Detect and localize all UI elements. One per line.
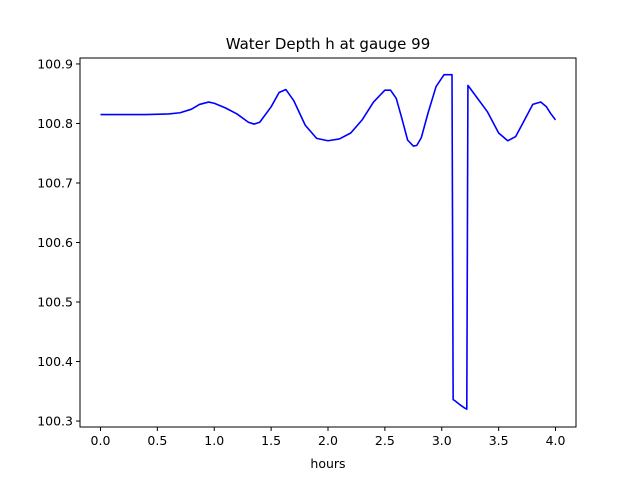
y-tick-label: 100.3: [37, 414, 73, 429]
x-tick-label: 0.0: [91, 433, 111, 448]
plot-frame: [79, 57, 577, 428]
y-tick-label: 100.7: [37, 175, 73, 190]
y-axis: 100.3 100.4 100.5 100.6 100.7 100.8 100.9: [37, 56, 80, 429]
series-line-0: [100, 73, 557, 410]
y-tick-label: 100.6: [37, 235, 73, 250]
y-tick-label: 100.5: [37, 295, 73, 310]
x-tick-label: 4.0: [546, 433, 566, 448]
x-tick-label: 3.0: [432, 433, 452, 448]
x-tick-label: 0.5: [147, 433, 167, 448]
x-tick-label: 1.5: [261, 433, 281, 448]
x-tick-label: 1.0: [204, 433, 224, 448]
x-tick-label: 2.0: [318, 433, 338, 448]
x-tick-label: 2.5: [375, 433, 395, 448]
x-axis: 0.0 0.5 1.0 1.5 2.0 2.5 3.0 3.5 4.0: [91, 427, 566, 448]
y-tick-label: 100.8: [37, 116, 73, 131]
plot-area: [79, 57, 577, 428]
y-tick-label: 100.4: [37, 354, 73, 369]
chart-title: Water Depth h at gauge 99: [226, 35, 431, 53]
x-tick-label: 3.5: [489, 433, 509, 448]
y-tick-label: 100.9: [37, 56, 73, 71]
x-axis-label: hours: [310, 456, 345, 471]
